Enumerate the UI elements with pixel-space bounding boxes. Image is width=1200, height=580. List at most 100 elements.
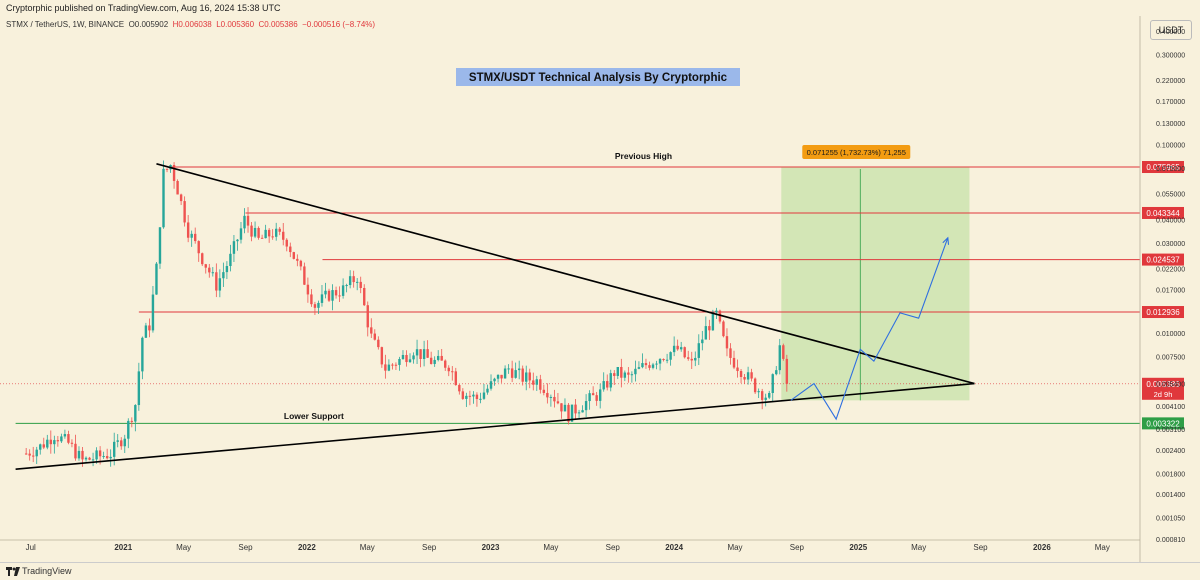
candle-body <box>271 236 274 238</box>
candle-body <box>750 372 753 379</box>
candle-body <box>88 457 91 460</box>
candle-body <box>282 231 285 240</box>
x-tick-label: 2025 <box>849 543 867 552</box>
candle-body <box>186 222 190 238</box>
candle-body <box>289 246 292 253</box>
y-tick-label: 0.002400 <box>1156 448 1185 455</box>
candle-body <box>334 290 338 296</box>
candle-body <box>130 420 134 422</box>
chart-title: STMX/USDT Technical Analysis By Cryptorp… <box>469 72 728 84</box>
candle-body <box>253 227 257 237</box>
candle-body <box>753 378 757 393</box>
candle-body <box>310 294 313 305</box>
candle-body <box>274 228 278 237</box>
y-tick-label: 0.030000 <box>1156 241 1185 248</box>
candle-body <box>197 241 200 254</box>
candle-body <box>454 371 457 386</box>
candle-body <box>429 357 433 364</box>
candle-body <box>81 450 84 460</box>
candle-body <box>496 374 500 379</box>
candle-body <box>694 357 697 361</box>
candle-body <box>405 354 408 363</box>
x-tick-label: Jul <box>26 543 36 552</box>
candle-body <box>606 381 609 388</box>
candle-body <box>236 239 239 242</box>
candle-body <box>655 363 658 365</box>
candle-body <box>39 444 42 450</box>
candle-body <box>641 363 644 368</box>
candle-body <box>479 398 482 400</box>
candle-body <box>683 347 686 358</box>
y-tick-label: 0.130000 <box>1156 121 1185 128</box>
x-tick-label: 2026 <box>1033 543 1051 552</box>
candle-body <box>676 345 679 350</box>
candle-body <box>563 404 567 412</box>
y-tick-label: 0.000810 <box>1156 537 1185 544</box>
candle-body <box>433 359 436 364</box>
chart-title-box <box>456 68 740 86</box>
candle-body <box>394 364 398 366</box>
tradingview-logo-icon <box>6 567 20 576</box>
candle-body <box>28 453 31 456</box>
projection-arrowhead <box>942 236 950 245</box>
candle-body <box>708 326 711 331</box>
symbol-label[interactable]: STMX / TetherUS, 1W, BINANCE <box>6 20 125 29</box>
descending-resistance-line <box>156 163 975 385</box>
level-label-2: 0.024537 <box>1146 256 1180 265</box>
candle-body <box>91 459 95 461</box>
y-tick-label: 0.022000 <box>1156 267 1185 274</box>
candle-body <box>743 376 746 380</box>
candle-body <box>775 370 778 375</box>
candle-body <box>398 358 401 365</box>
candle-body <box>49 439 53 445</box>
candle-body <box>665 359 669 361</box>
y-tick-label: 0.100000 <box>1156 142 1185 149</box>
countdown-label: 2d 9h <box>1154 390 1173 399</box>
candle-body <box>549 396 553 398</box>
candle-body <box>53 440 56 445</box>
target-label: 0.071255 (1,732.73%) 71,255 <box>807 148 906 157</box>
y-tick-label: 0.055000 <box>1156 191 1185 198</box>
candle-body <box>598 389 602 401</box>
candle-body <box>785 358 789 384</box>
candle-body <box>204 264 207 268</box>
level-label-4: 0.003322 <box>1146 419 1180 428</box>
candle-body <box>264 229 267 239</box>
target-label-box <box>802 145 911 160</box>
candle-body <box>348 276 352 286</box>
x-tick-label: May <box>176 543 191 552</box>
candle-body <box>401 354 405 359</box>
open-value: O0.005902 <box>128 20 169 29</box>
candle-body <box>370 327 373 334</box>
x-tick-label: Sep <box>606 543 621 552</box>
candle-body <box>521 368 524 382</box>
currency-unit-button[interactable]: USDT <box>1150 20 1192 40</box>
candle-body <box>324 290 327 295</box>
candle-body <box>98 450 102 457</box>
annotation-1: Lower Support <box>284 411 344 421</box>
candle-body <box>687 357 690 359</box>
level-tag-4 <box>1142 417 1184 430</box>
candle-body <box>46 439 49 448</box>
candle-body <box>722 321 725 337</box>
candle-body <box>144 325 148 338</box>
candle-body <box>246 215 250 226</box>
candle-body <box>35 449 38 457</box>
low-value: L0.005360 <box>216 20 255 29</box>
candle-body <box>468 395 472 397</box>
candle-body <box>697 343 700 358</box>
candle-body <box>296 258 299 261</box>
candle-body <box>373 333 377 340</box>
candle-body <box>482 392 486 399</box>
candle-body <box>489 381 493 389</box>
candle-body <box>662 359 665 361</box>
candle-body <box>299 260 303 267</box>
candle-body <box>465 395 468 399</box>
candle-body <box>637 367 641 369</box>
candle-body <box>507 368 510 370</box>
candle-body <box>338 295 341 297</box>
level-tag-3 <box>1142 306 1184 319</box>
candle-body <box>306 284 310 295</box>
